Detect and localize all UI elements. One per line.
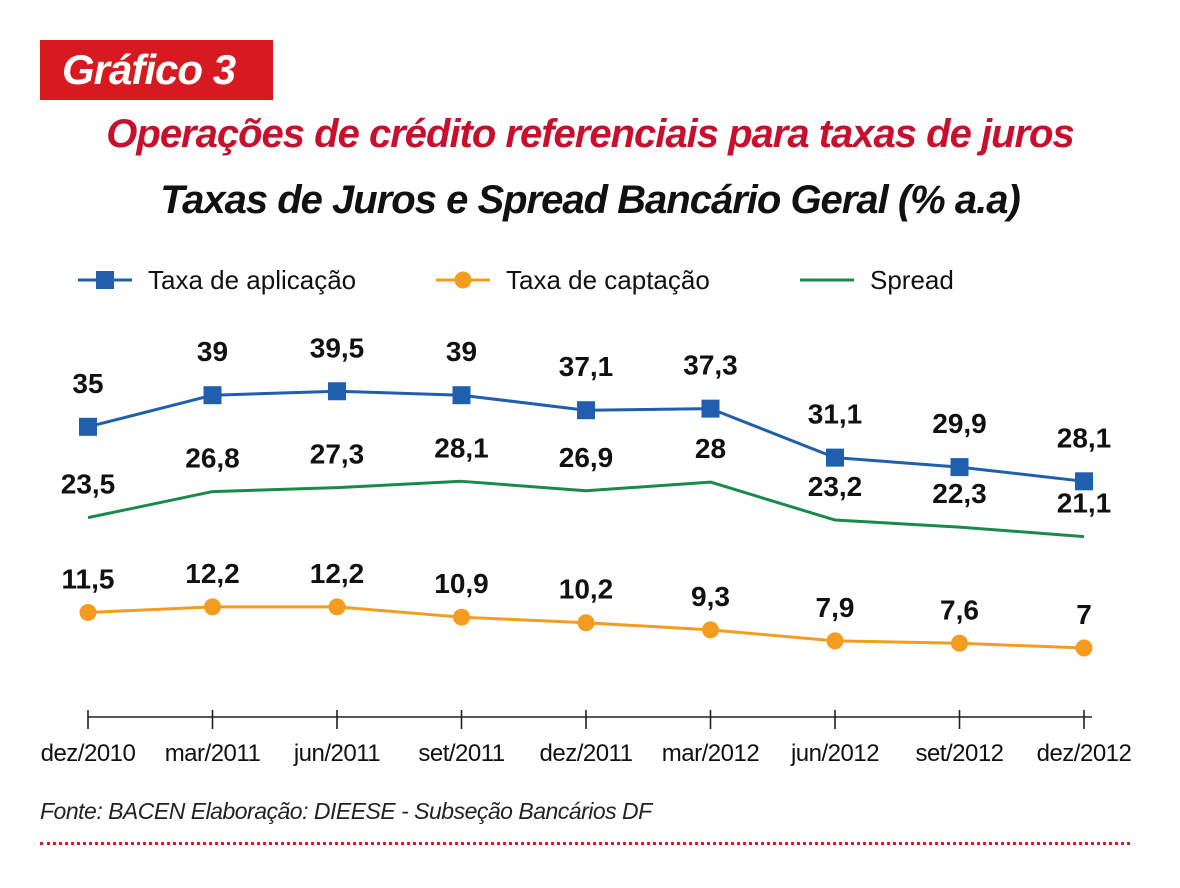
data-label: 10,2 — [559, 574, 614, 605]
data-point — [1075, 472, 1093, 491]
data-label: 27,3 — [310, 439, 365, 470]
data-label: 37,1 — [559, 351, 614, 382]
data-point — [203, 386, 222, 405]
dotted-divider — [40, 842, 1130, 845]
data-label: 12,2 — [185, 558, 240, 589]
data-label: 9,3 — [691, 581, 730, 612]
data-point — [951, 634, 968, 652]
x-tick-label: set/2012 — [915, 740, 1003, 767]
data-label: 28 — [695, 433, 726, 464]
series-2: 23,5 26,8 27,3 28,1 26,9 28 23,2 22,3 21,1 — [61, 432, 1112, 539]
x-tick-label: jun/2011 — [293, 740, 380, 767]
legend-marker — [454, 271, 472, 289]
data-point — [950, 458, 969, 477]
data-point — [328, 382, 346, 401]
data-point — [577, 401, 595, 420]
data-label: 31,1 — [808, 399, 863, 430]
data-point — [453, 608, 470, 626]
data-point — [577, 614, 595, 632]
data-label: 39 — [197, 336, 228, 367]
x-tick-label: dez/2011 — [540, 740, 633, 767]
data-point — [826, 448, 844, 467]
data-label: 12,2 — [310, 558, 365, 589]
data-label: 26,9 — [559, 442, 614, 473]
data-label: 28,1 — [434, 432, 489, 463]
chart-badge: Gráfico 3 — [40, 40, 273, 100]
legend-label: Taxa de captação — [506, 265, 710, 295]
x-tick-label: dez/2010 — [41, 740, 136, 767]
data-point — [328, 598, 346, 616]
legend-item-0: Taxa de aplicação — [78, 265, 356, 295]
legend-item-1: Taxa de captação — [436, 265, 710, 295]
data-label: 29,9 — [932, 408, 987, 439]
legend-label: Spread — [870, 265, 954, 295]
data-label: 23,2 — [808, 471, 863, 502]
data-label: 11,5 — [62, 563, 115, 594]
source-note: Fonte: BACEN Elaboração: DIEESE - Subseç… — [40, 798, 652, 824]
x-tick-label: dez/2012 — [1037, 740, 1132, 767]
data-label: 28,1 — [1057, 422, 1112, 453]
data-label: 7,6 — [940, 594, 979, 625]
legend-label: Taxa de aplicação — [148, 265, 356, 295]
x-tick-label: mar/2011 — [165, 740, 261, 767]
data-label: 7 — [1076, 599, 1092, 630]
data-point — [79, 603, 97, 621]
x-tick-label: mar/2012 — [662, 740, 760, 767]
series-line — [87, 479, 1085, 539]
x-tick-label: set/2011 — [418, 740, 504, 767]
x-tick-label: jun/2012 — [790, 740, 879, 767]
legend-marker — [96, 271, 114, 289]
series-0: 35 39 39,5 39 37,1 37,3 31,1 29,9 28,1 — [72, 332, 1112, 491]
data-point — [701, 399, 720, 418]
legend-item-2: Spread — [800, 265, 954, 295]
data-label: 39 — [446, 336, 477, 367]
legend: Taxa de aplicação Taxa de captação Spread — [78, 265, 954, 295]
data-label: 39,5 — [310, 332, 365, 363]
chart-subtitle: Taxas de Juros e Spread Bancário Geral (… — [160, 178, 1021, 222]
data-label: 35 — [72, 368, 103, 399]
x-axis: dez/2010 mar/2011 jun/2011 set/2011 dez/2011… — [41, 710, 1132, 767]
data-point — [452, 386, 471, 405]
data-point — [79, 417, 97, 436]
data-label: 21,1 — [1057, 488, 1112, 519]
data-label: 22,3 — [932, 478, 987, 509]
data-point — [826, 632, 844, 650]
data-label: 37,3 — [683, 350, 738, 381]
data-label: 26,8 — [185, 443, 240, 474]
data-point — [204, 598, 221, 616]
data-label: 7,9 — [816, 592, 855, 623]
chart-title: Operações de crédito referenciais para t… — [106, 112, 1074, 156]
data-point — [1075, 639, 1093, 657]
plot-area: 35 39 39,5 39 37,1 37,3 31,1 29,9 28,1 11,5 12,2 12… — [61, 332, 1112, 657]
series-1: 11,5 12,2 12,2 10,9 10,2 9,3 7,9 7,6 7 — [62, 558, 1093, 657]
data-label: 10,9 — [434, 568, 489, 599]
data-label: 23,5 — [61, 469, 116, 500]
data-point — [702, 621, 719, 639]
